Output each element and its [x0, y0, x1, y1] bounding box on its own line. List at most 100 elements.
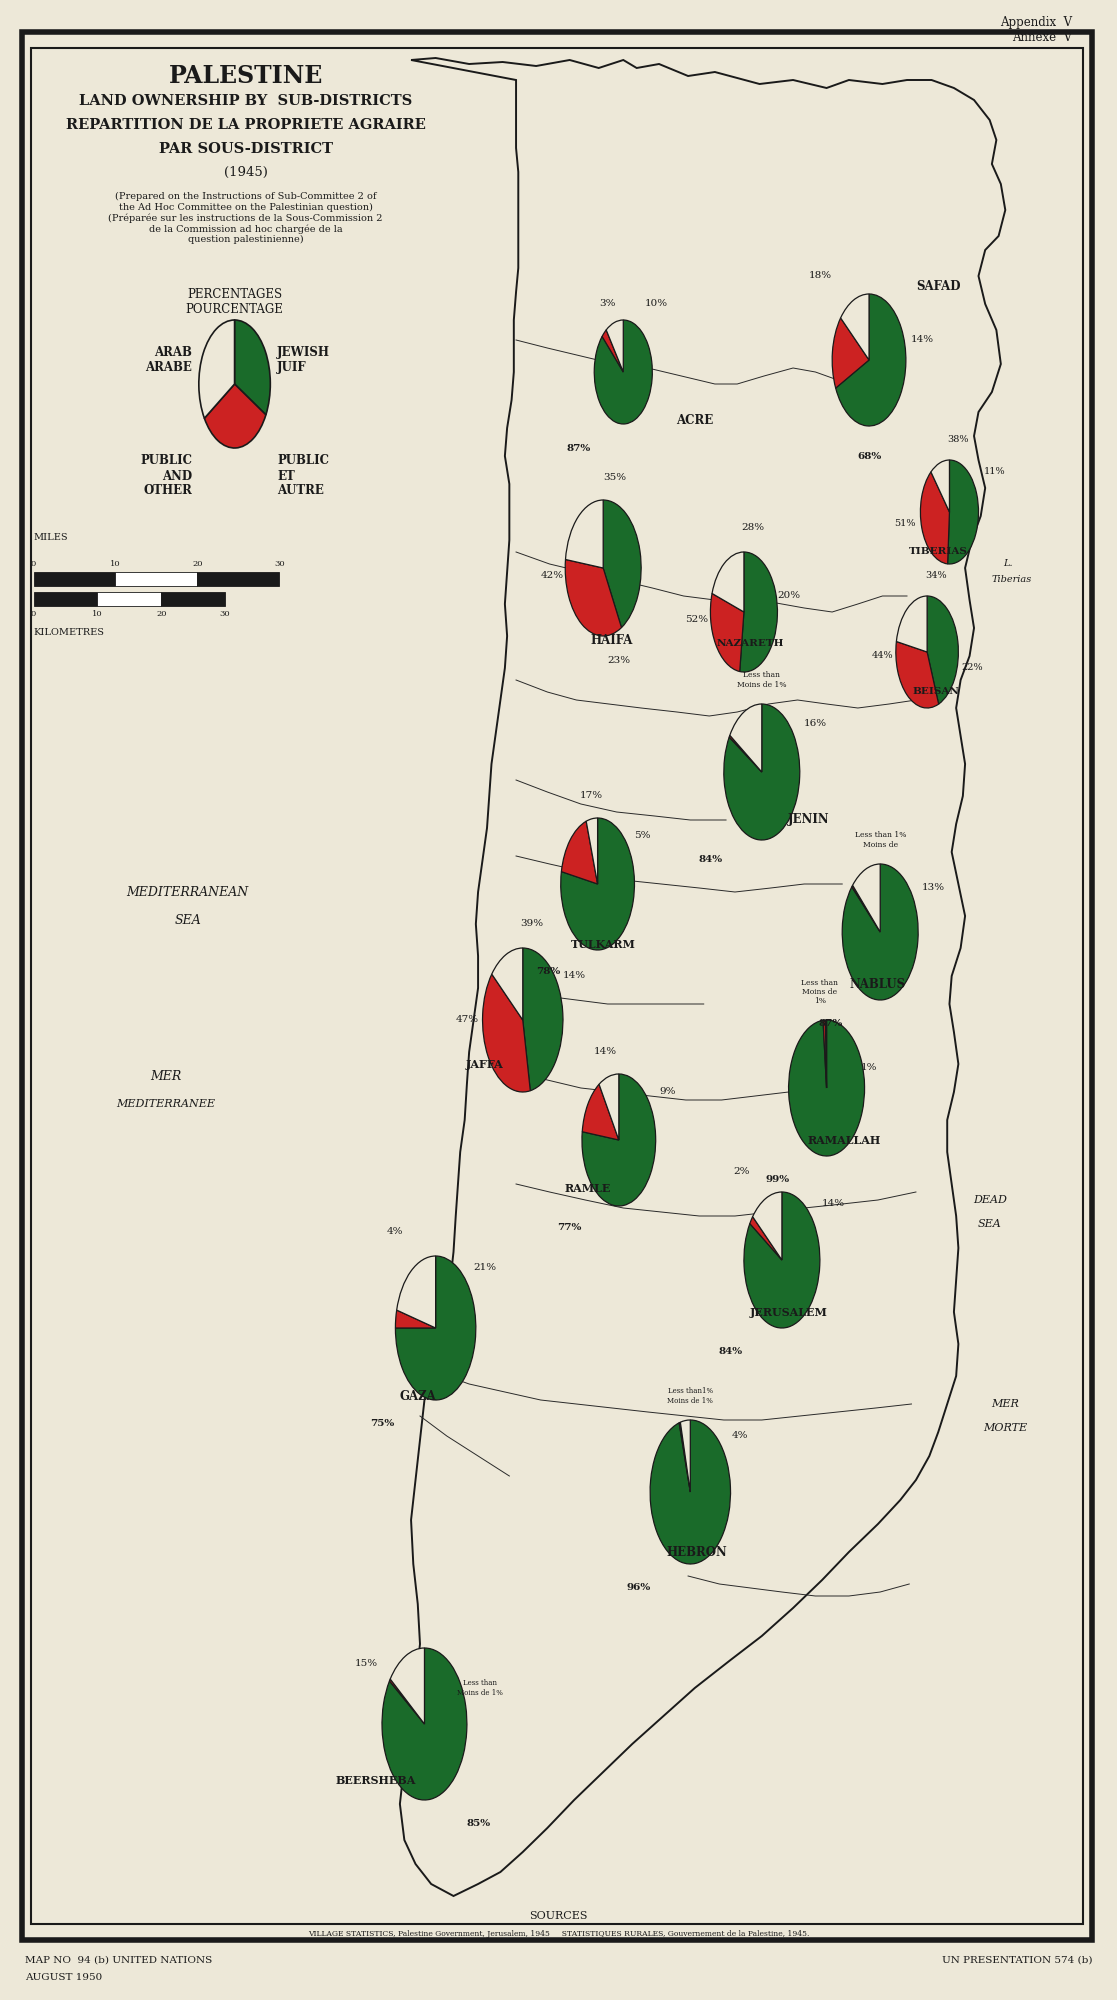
Wedge shape: [920, 472, 949, 564]
Text: PERCENTAGES
POURCENTAGE: PERCENTAGES POURCENTAGE: [185, 288, 284, 316]
Wedge shape: [712, 552, 744, 612]
Text: UN PRESENTATION 574 (b): UN PRESENTATION 574 (b): [942, 1956, 1092, 1964]
Bar: [97, 592, 161, 606]
Text: Less than 1%
Moins de: Less than 1% Moins de: [855, 832, 906, 848]
Text: 30: 30: [274, 560, 285, 568]
Text: Tiberias: Tiberias: [992, 576, 1032, 584]
Wedge shape: [586, 818, 598, 884]
Text: 4%: 4%: [732, 1432, 747, 1440]
Text: SOURCES: SOURCES: [529, 1912, 588, 1920]
Text: 0: 0: [31, 610, 36, 618]
Wedge shape: [729, 736, 762, 772]
Wedge shape: [947, 460, 978, 564]
Wedge shape: [744, 1192, 820, 1328]
Wedge shape: [395, 1310, 436, 1328]
Text: MEDITERRANEAN: MEDITERRANEAN: [126, 886, 249, 898]
Text: 75%: 75%: [370, 1420, 394, 1428]
Text: AUGUST 1950: AUGUST 1950: [25, 1974, 102, 1982]
Text: 78%: 78%: [536, 968, 561, 976]
Text: 42%: 42%: [541, 572, 563, 580]
Wedge shape: [599, 1074, 619, 1140]
Wedge shape: [650, 1420, 731, 1564]
Text: MER: MER: [992, 1400, 1019, 1408]
Text: SEA: SEA: [174, 914, 201, 926]
Text: 44%: 44%: [871, 652, 894, 660]
Bar: [198, 572, 279, 586]
Text: 10%: 10%: [646, 300, 668, 308]
Wedge shape: [841, 294, 869, 360]
Wedge shape: [390, 1680, 424, 1724]
Wedge shape: [565, 500, 603, 568]
Wedge shape: [395, 1256, 476, 1400]
Text: JENIN: JENIN: [787, 814, 830, 826]
Wedge shape: [594, 320, 652, 424]
Text: NABLUS: NABLUS: [850, 978, 906, 990]
Wedge shape: [199, 320, 235, 418]
Wedge shape: [836, 294, 906, 426]
Text: PAR SOUS-DISTRICT: PAR SOUS-DISTRICT: [159, 142, 333, 156]
Text: Appendix  V
Annexe  V: Appendix V Annexe V: [1000, 16, 1072, 44]
Text: TIBERIAS: TIBERIAS: [909, 548, 967, 556]
Wedge shape: [561, 818, 634, 950]
Wedge shape: [565, 560, 621, 636]
Text: MORTE: MORTE: [983, 1424, 1028, 1432]
Text: 96%: 96%: [627, 1584, 651, 1592]
Text: 13%: 13%: [923, 884, 945, 892]
Text: 14%: 14%: [822, 1200, 844, 1208]
Text: 22%: 22%: [961, 664, 983, 672]
Wedge shape: [710, 594, 744, 672]
Text: MER: MER: [150, 1070, 181, 1082]
Text: BEISAN: BEISAN: [913, 688, 960, 696]
Wedge shape: [896, 596, 927, 652]
Text: (Prepared on the Instructions of Sub-Committee 2 of
the Ad Hoc Committee on the : (Prepared on the Instructions of Sub-Com…: [108, 192, 383, 244]
Text: VILLAGE STATISTICS, Palestine Government, Jerusalem, 1945     STATISTIQUES RURAL: VILLAGE STATISTICS, Palestine Government…: [308, 1930, 809, 1938]
Wedge shape: [491, 948, 523, 1020]
Text: 15%: 15%: [355, 1660, 378, 1668]
Wedge shape: [235, 320, 270, 414]
Text: RAMALLAH: RAMALLAH: [808, 1134, 881, 1146]
Wedge shape: [582, 1074, 656, 1206]
Text: Less than
Moins de
1%: Less than Moins de 1%: [801, 978, 839, 1006]
Text: SEA: SEA: [977, 1218, 1002, 1228]
Bar: [115, 572, 198, 586]
Text: 16%: 16%: [804, 720, 827, 728]
Text: 84%: 84%: [698, 856, 723, 864]
Text: 47%: 47%: [456, 1016, 478, 1024]
Text: 17%: 17%: [580, 792, 602, 800]
Text: 52%: 52%: [686, 616, 708, 624]
Text: 9%: 9%: [660, 1088, 676, 1096]
Text: 38%: 38%: [947, 436, 970, 444]
Bar: [161, 592, 226, 606]
Text: 20: 20: [192, 560, 202, 568]
Text: 3%: 3%: [600, 300, 615, 308]
Wedge shape: [852, 886, 880, 932]
Wedge shape: [832, 318, 869, 388]
Text: 10: 10: [111, 560, 121, 568]
Text: 14%: 14%: [594, 1048, 617, 1056]
Text: HAIFA: HAIFA: [591, 634, 633, 646]
Wedge shape: [739, 552, 777, 672]
Wedge shape: [382, 1648, 467, 1800]
Text: 1%: 1%: [861, 1064, 877, 1072]
Text: GAZA: GAZA: [400, 1390, 436, 1402]
Wedge shape: [930, 460, 949, 512]
Text: 68%: 68%: [857, 452, 881, 460]
Text: 84%: 84%: [718, 1348, 743, 1356]
Text: MILES: MILES: [34, 532, 68, 542]
Wedge shape: [679, 1422, 690, 1492]
Wedge shape: [582, 1084, 619, 1140]
Text: 99%: 99%: [765, 1176, 790, 1184]
Text: 0: 0: [31, 560, 36, 568]
Text: NAZARETH: NAZARETH: [717, 640, 784, 648]
Text: Less than1%
Moins de 1%: Less than1% Moins de 1%: [667, 1388, 714, 1404]
Wedge shape: [825, 1020, 827, 1088]
Text: 28%: 28%: [742, 524, 764, 532]
Wedge shape: [603, 500, 641, 628]
Wedge shape: [390, 1648, 424, 1724]
Text: TULKARM: TULKARM: [571, 938, 636, 950]
Wedge shape: [562, 822, 598, 884]
Text: 14%: 14%: [563, 972, 585, 980]
Text: 5%: 5%: [634, 832, 650, 840]
Text: KILOMETRES: KILOMETRES: [34, 628, 105, 636]
Text: MAP NO  94 (b) UNITED NATIONS: MAP NO 94 (b) UNITED NATIONS: [25, 1956, 212, 1964]
